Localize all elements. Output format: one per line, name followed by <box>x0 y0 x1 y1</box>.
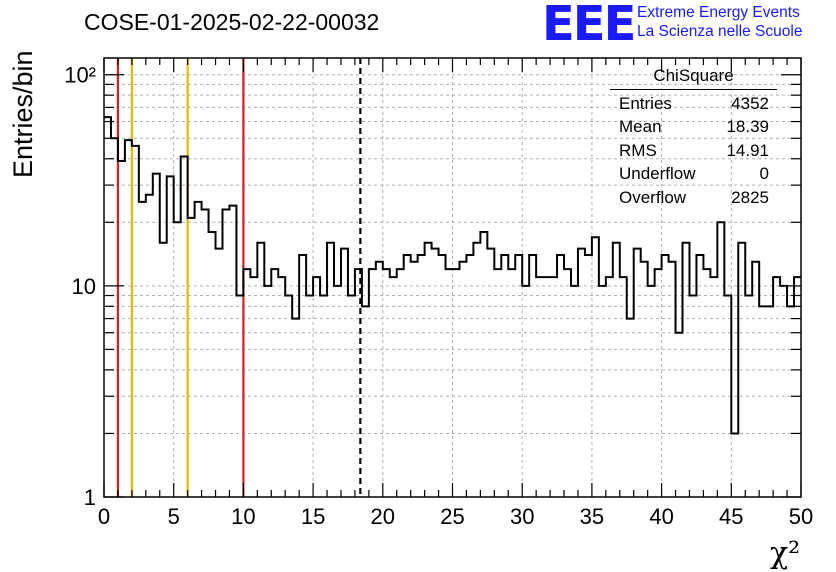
stats-label: Overflow <box>619 187 687 207</box>
stats-row-mean: Mean 18.39 <box>610 115 777 138</box>
stats-box: ChiSquare Entries 4352 Mean 18.39 RMS 14… <box>610 66 777 209</box>
x-tick-label: 20 <box>371 504 395 529</box>
stats-label: Underflow <box>619 164 696 184</box>
x-tick-label: 35 <box>580 504 604 529</box>
x-tick-label: 30 <box>510 504 534 529</box>
stats-title: ChiSquare <box>610 66 777 90</box>
stats-label: Entries <box>619 94 672 113</box>
x-tick-label: 5 <box>168 504 180 529</box>
histogram-line <box>104 116 801 435</box>
stats-value: 14.91 <box>726 140 769 160</box>
logo-line-1: Extreme Energy Events <box>637 4 800 21</box>
stats-row-overflow: Overflow 2825 <box>610 186 777 209</box>
x-tick-label: 50 <box>789 504 813 529</box>
x-tick-label: 25 <box>440 504 464 529</box>
stats-value: 0 <box>759 164 769 184</box>
y-tick-label: 1 <box>84 485 96 510</box>
stats-value: 18.39 <box>726 117 769 137</box>
logo-line-2: La Scienza nelle Scuole <box>637 23 803 40</box>
stats-label: Mean <box>619 117 662 137</box>
stats-label: RMS <box>619 140 657 160</box>
reference-lines <box>116 58 362 497</box>
stats-value: 2825 <box>731 187 769 207</box>
x-tick-label: 0 <box>98 504 110 529</box>
x-tick-label: 45 <box>719 504 743 529</box>
stats-row-rms: RMS 14.91 <box>610 139 777 162</box>
stats-row-entries: Entries 4352 <box>610 92 777 115</box>
axis-ticks: 0 5 10 15 20 25 30 35 40 45 50 1 10 10² <box>64 58 813 529</box>
eee-logo: EEE <box>542 0 636 52</box>
logo-caption: Extreme Energy Events La Scienza nelle S… <box>637 3 802 41</box>
stats-row-underflow: Underflow 0 <box>610 162 777 185</box>
x-tick-label: 15 <box>301 504 325 529</box>
plot-title: COSE-01-2025-02-22-00032 <box>84 9 380 35</box>
x-tick-label: 40 <box>649 504 673 529</box>
stats-value: 4352 <box>731 94 769 113</box>
y-tick-label: 10 <box>72 274 96 299</box>
y-tick-label: 10² <box>64 63 96 88</box>
x-axis-label: χ² <box>770 536 801 571</box>
x-tick-label: 10 <box>231 504 255 529</box>
